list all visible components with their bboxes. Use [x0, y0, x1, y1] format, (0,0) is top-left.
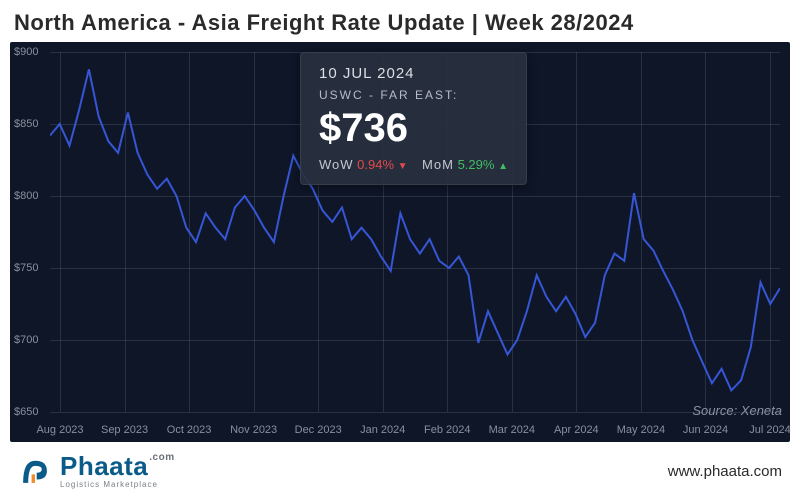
- x-tick-label: Jan 2024: [360, 424, 405, 436]
- caret-up-icon: ▲: [498, 161, 508, 172]
- callout-value: $736: [319, 106, 508, 151]
- website-url: www.phaata.com: [668, 463, 782, 480]
- x-tick-label: Feb 2024: [424, 424, 470, 436]
- y-tick-label: $800: [14, 190, 38, 202]
- x-tick-label: Sep 2023: [101, 424, 148, 436]
- x-tick-label: Jul 2024: [749, 424, 791, 436]
- x-tick-label: Oct 2023: [167, 424, 212, 436]
- x-tick-label: Dec 2023: [295, 424, 342, 436]
- y-tick-label: $900: [14, 46, 38, 58]
- x-tick-label: Jun 2024: [683, 424, 728, 436]
- x-tick-label: Mar 2024: [489, 424, 535, 436]
- freight-rate-chart: $650 $700 $750 $800 $850 $900 Aug 2023 Sep 202…: [10, 42, 790, 442]
- y-tick-label: $700: [14, 334, 38, 346]
- rate-callout: 10 JUL 2024 USWC - FAR EAST: $736 WoW 0.…: [300, 52, 527, 185]
- y-tick-label: $650: [14, 406, 38, 418]
- y-tick-label: $850: [14, 118, 38, 130]
- y-tick-label: $750: [14, 262, 38, 274]
- wow-value: 0.94% ▼: [357, 157, 411, 172]
- footer: Phaata.com Logistics Marketplace www.pha…: [0, 442, 800, 500]
- page-title: North America - Asia Freight Rate Update…: [0, 0, 800, 42]
- callout-metrics: WoW 0.94% ▼ MoM 5.29% ▲: [319, 157, 508, 172]
- wow-label: WoW: [319, 157, 354, 172]
- x-tick-label: Apr 2024: [554, 424, 599, 436]
- phaata-logo: Phaata.com Logistics Marketplace: [18, 453, 175, 489]
- x-tick-label: Nov 2023: [230, 424, 277, 436]
- callout-date: 10 JUL 2024: [319, 65, 508, 82]
- caret-down-icon: ▼: [398, 161, 408, 172]
- x-tick-label: Aug 2023: [36, 424, 83, 436]
- callout-route: USWC - FAR EAST:: [319, 88, 508, 102]
- mom-label: MoM: [422, 157, 454, 172]
- logo-mark-icon: [18, 454, 52, 488]
- logo-tagline: Logistics Marketplace: [60, 481, 175, 489]
- mom-value: 5.29% ▲: [458, 157, 508, 172]
- gridline-horizontal: [50, 412, 780, 413]
- logo-text: Phaata.com: [60, 453, 175, 479]
- x-tick-label: May 2024: [617, 424, 665, 436]
- source-label: Source: Xeneta: [692, 403, 782, 418]
